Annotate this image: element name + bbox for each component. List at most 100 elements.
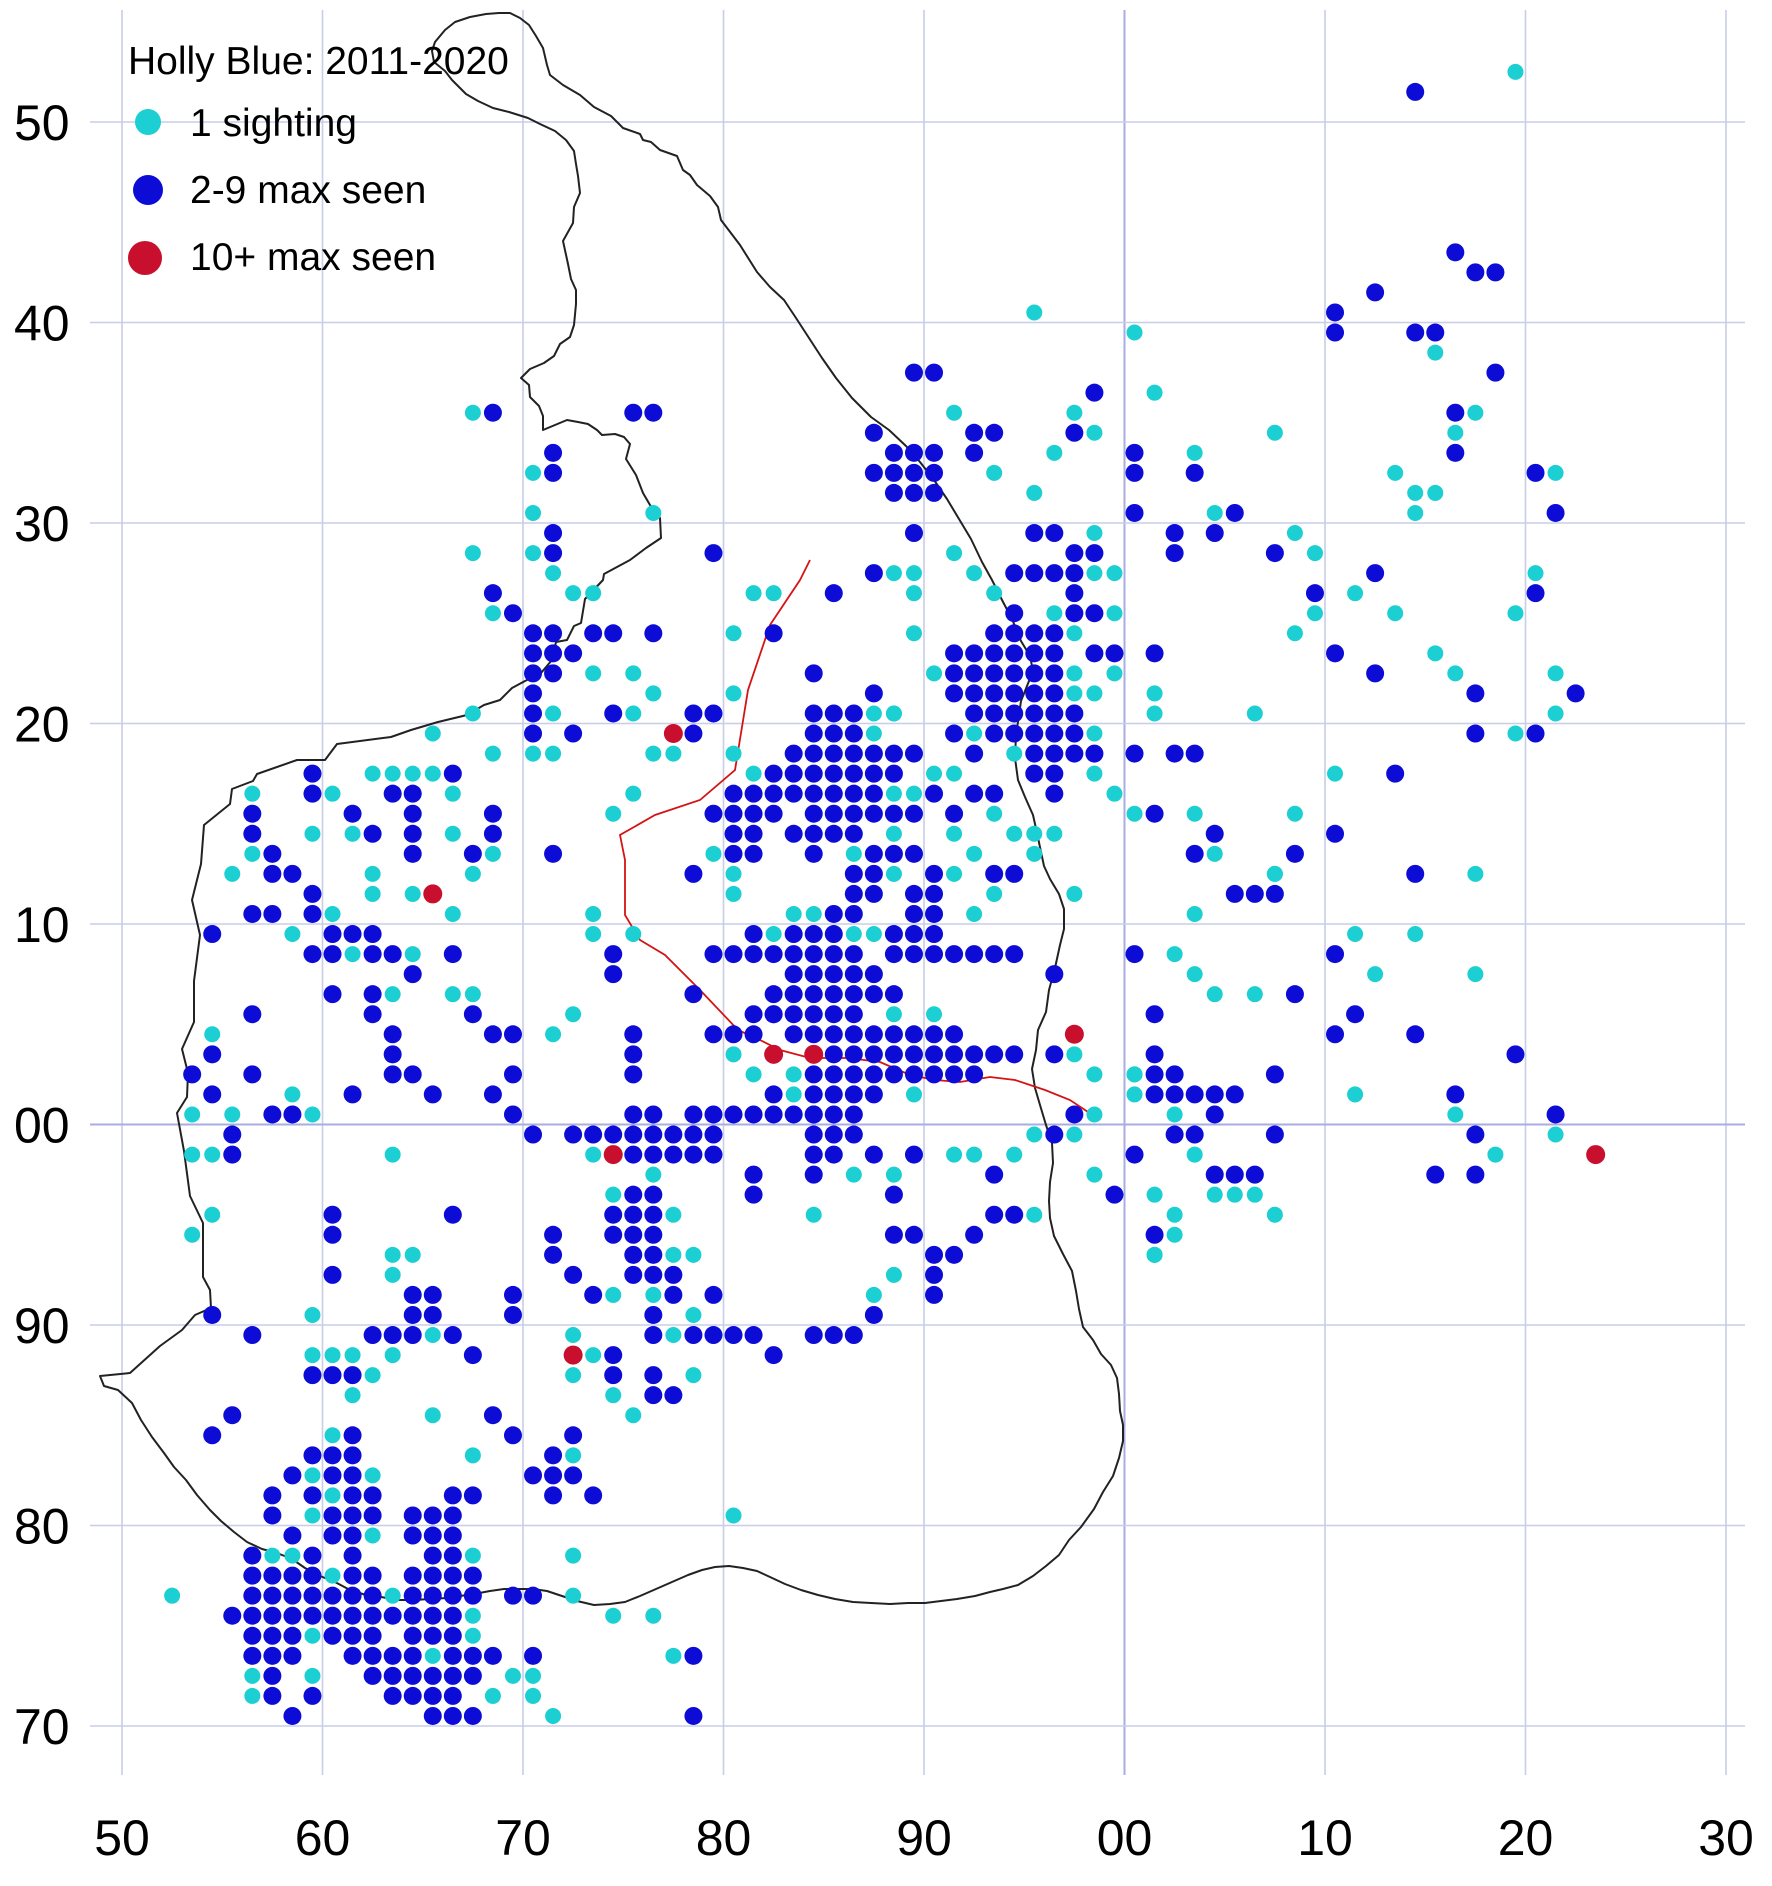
sighting-point-2-9-max-seen (804, 1165, 823, 1184)
sighting-point-2-9-max-seen (744, 824, 763, 843)
sighting-point-2-9-max-seen (283, 1586, 302, 1605)
sighting-point-1-sighting (1206, 1186, 1223, 1203)
y-tick-label: 90 (14, 1298, 70, 1354)
sighting-point-1-sighting (404, 765, 421, 782)
sighting-point-2-9-max-seen (804, 784, 823, 803)
sighting-point-1-sighting (966, 1146, 983, 1163)
sighting-point-1-sighting (565, 1447, 582, 1464)
sighting-point-2-9-max-seen (1045, 644, 1064, 663)
sighting-point-2-9-max-seen (1005, 1045, 1024, 1064)
sighting-point-2-9-max-seen (804, 925, 823, 944)
sighting-point-2-9-max-seen (1005, 704, 1024, 723)
sighting-point-2-9-max-seen (884, 483, 903, 502)
sighting-point-2-9-max-seen (624, 1205, 643, 1224)
sighting-point-1-sighting (585, 905, 602, 922)
sighting-point-2-9-max-seen (363, 945, 382, 964)
sighting-point-1-sighting (625, 785, 642, 802)
sighting-point-2-9-max-seen (804, 1145, 823, 1164)
sighting-point-1-sighting (585, 926, 602, 943)
sighting-point-2-9-max-seen (323, 1626, 342, 1645)
sighting-point-2-9-max-seen (664, 1285, 683, 1304)
sighting-point-2-9-max-seen (925, 884, 944, 903)
sighting-point-2-9-max-seen (343, 1466, 362, 1485)
sighting-point-2-9-max-seen (965, 1065, 984, 1084)
sighting-point-2-9-max-seen (764, 985, 783, 1004)
sighting-point-2-9-max-seen (784, 925, 803, 944)
sighting-point-1-sighting (1066, 625, 1083, 642)
sighting-point-2-9-max-seen (1065, 744, 1084, 763)
sighting-point-2-9-max-seen (804, 844, 823, 863)
sighting-point-1-sighting (865, 1286, 882, 1303)
sighting-point-2-9-max-seen (1045, 524, 1064, 543)
sighting-point-2-9-max-seen (744, 1025, 763, 1044)
sighting-point-2-9-max-seen (343, 1566, 362, 1585)
sighting-point-2-9-max-seen (945, 724, 964, 743)
sighting-point-1-sighting (1246, 986, 1263, 1003)
sighting-point-1-sighting (605, 1186, 622, 1203)
sighting-point-2-9-max-seen (1165, 744, 1184, 763)
sighting-point-1-sighting (284, 926, 301, 943)
sighting-point-1-sighting (1507, 605, 1524, 622)
sighting-point-2-9-max-seen (423, 1506, 442, 1525)
sighting-point-1-sighting (1507, 63, 1524, 80)
sighting-point-2-9-max-seen (503, 1305, 522, 1324)
sighting-point-2-9-max-seen (824, 724, 843, 743)
sighting-point-1-sighting (324, 1427, 341, 1444)
y-tick-label: 50 (14, 95, 70, 151)
sighting-point-2-9-max-seen (804, 724, 823, 743)
sighting-point-1-sighting (725, 685, 742, 702)
sighting-point-1-sighting (645, 504, 662, 521)
sighting-point-2-9-max-seen (604, 1125, 623, 1144)
sighting-point-2-9-max-seen (403, 1506, 422, 1525)
sighting-point-2-9-max-seen (864, 1025, 883, 1044)
sighting-point-1-sighting (585, 665, 602, 682)
sighting-point-1-sighting (1547, 1126, 1564, 1143)
sighting-point-2-9-max-seen (524, 704, 543, 723)
sighting-point-2-9-max-seen (1205, 1105, 1224, 1124)
sighting-point-1-sighting (665, 1206, 682, 1223)
sighting-point-2-9-max-seen (1045, 1125, 1064, 1144)
sighting-point-1-sighting (364, 765, 381, 782)
sighting-point-1-sighting (1507, 725, 1524, 742)
sighting-point-2-9-max-seen (1065, 704, 1084, 723)
sighting-point-2-9-max-seen (965, 704, 984, 723)
sighting-point-2-9-max-seen (824, 784, 843, 803)
sighting-point-2-9-max-seen (303, 1446, 322, 1465)
sighting-point-1-sighting (1367, 966, 1384, 983)
sighting-point-2-9-max-seen (664, 1145, 683, 1164)
sighting-point-2-9-max-seen (624, 1105, 643, 1124)
sighting-point-2-9-max-seen (925, 1285, 944, 1304)
sighting-point-2-9-max-seen (1225, 1165, 1244, 1184)
sighting-point-2-9-max-seen (1065, 564, 1084, 583)
sighting-point-2-9-max-seen (1045, 704, 1064, 723)
legend-label-2-9-max-seen: 2-9 max seen (190, 169, 426, 212)
sighting-point-1-sighting (1246, 705, 1263, 722)
sighting-point-2-9-max-seen (544, 664, 563, 683)
sighting-point-2-9-max-seen (684, 1145, 703, 1164)
sighting-point-1-sighting (885, 1266, 902, 1283)
sighting-point-2-9-max-seen (483, 824, 502, 843)
sighting-point-2-9-max-seen (443, 1526, 462, 1545)
sighting-point-2-9-max-seen (503, 1285, 522, 1304)
sighting-point-1-sighting (364, 885, 381, 902)
sighting-point-1-sighting (665, 745, 682, 762)
sighting-point-1-sighting (986, 585, 1003, 602)
sighting-point-1-sighting (565, 1547, 582, 1564)
sighting-point-2-9-max-seen (1546, 503, 1565, 522)
sighting-point-1-sighting (324, 1347, 341, 1364)
sighting-point-2-9-max-seen (1326, 945, 1345, 964)
sighting-point-2-9-max-seen (564, 1125, 583, 1144)
sighting-point-2-9-max-seen (884, 1025, 903, 1044)
sighting-point-2-9-max-seen (443, 1566, 462, 1585)
sighting-point-1-sighting (1206, 986, 1223, 1003)
sighting-point-2-9-max-seen (824, 1145, 843, 1164)
sighting-point-2-9-max-seen (824, 1065, 843, 1084)
sighting-point-1-sighting (905, 785, 922, 802)
sighting-point-2-9-max-seen (363, 925, 382, 944)
sighting-point-2-9-max-seen (744, 1165, 763, 1184)
sighting-point-2-9-max-seen (904, 1225, 923, 1244)
sighting-point-2-9-max-seen (443, 1205, 462, 1224)
y-tick-label: 00 (14, 1098, 70, 1154)
sighting-point-2-9-max-seen (864, 463, 883, 482)
sighting-point-2-9-max-seen (283, 1606, 302, 1625)
